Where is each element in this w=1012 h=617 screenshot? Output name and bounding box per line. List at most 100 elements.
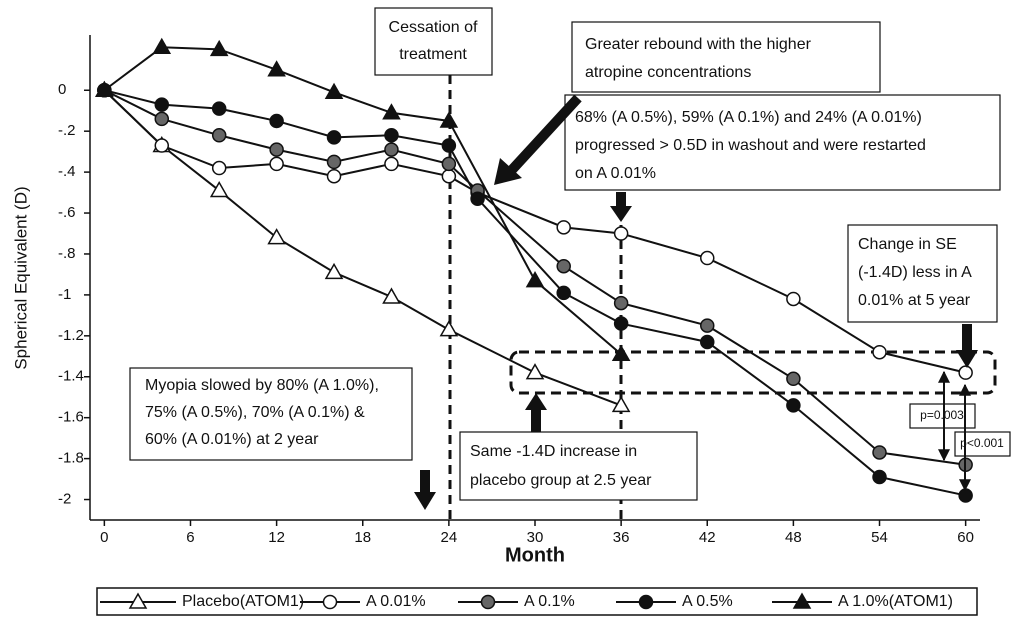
highlight-box: [509, 350, 997, 395]
point: [269, 113, 284, 129]
y-tick-label: -.4: [58, 163, 76, 180]
arrow-head: [414, 492, 436, 510]
point: [700, 318, 715, 333]
point: [441, 168, 457, 184]
point: [382, 287, 401, 304]
arrows: [414, 94, 978, 510]
point: [267, 228, 286, 245]
annotation-text: treatment: [399, 46, 467, 63]
annotation-text: p<0.001: [960, 436, 1004, 450]
point: [525, 363, 545, 380]
point: [326, 154, 342, 170]
legend-label: A 1.0%(ATOM1): [838, 593, 953, 610]
arrow: [531, 408, 541, 432]
point: [439, 320, 459, 337]
x-tick-label: 18: [354, 529, 371, 546]
x-tick-label: 0: [100, 529, 108, 546]
plot: 0 6 12 18 24 30 36 42 48 54 60 0 -.2 -.4 -.6 -.8 -1 -1.2 -…: [58, 37, 974, 546]
point: [326, 130, 342, 145]
legend-label: A 0.5%: [682, 593, 733, 610]
point: [324, 262, 344, 280]
y-tick-label: -1.4: [58, 368, 84, 385]
y-tick-label: -.2: [58, 122, 76, 139]
arrow-head: [956, 350, 978, 368]
series-line: [103, 89, 966, 466]
x-tick-label: 48: [785, 529, 802, 546]
x-tick-label: 6: [186, 529, 194, 546]
x-tick-label: 54: [871, 529, 888, 546]
point: [556, 285, 571, 301]
y-tick-label: -1.6: [58, 409, 84, 426]
point: [211, 160, 227, 176]
point: [209, 181, 229, 198]
point: [128, 592, 148, 609]
legend-items: Placebo(ATOM1) A 0.01% A 0.1% A 0.5% A 1.0%(…: [100, 592, 953, 610]
annotation-text: Change in SE: [858, 236, 957, 253]
annotation-text: Cessation of: [389, 19, 478, 36]
annotation-box: [374, 7, 493, 76]
point: [154, 111, 170, 127]
arrow: [962, 324, 972, 352]
arrow-head: [610, 206, 632, 222]
x-tick-label: 24: [441, 529, 458, 546]
point: [700, 334, 715, 350]
point: [700, 250, 715, 266]
annotation-box: [129, 367, 413, 461]
y-tick-label: 0: [58, 81, 66, 98]
annotation-box: [571, 21, 881, 93]
point: [958, 365, 973, 380]
annotations: Cessation of treatment Greater rebound wit…: [129, 7, 1011, 501]
point: [786, 371, 801, 387]
arrow-head: [525, 393, 547, 410]
annotation-text: Greater rebound with the higher: [585, 36, 812, 53]
point: [786, 398, 801, 413]
arrow: [506, 94, 582, 176]
annotation-box: [847, 224, 998, 323]
point: [154, 138, 170, 153]
point: [382, 103, 401, 120]
arrow: [420, 470, 430, 494]
point: [872, 445, 887, 460]
y-tick-label: -1.8: [58, 450, 84, 467]
series-line: [103, 89, 966, 374]
y-tick-label: -.8: [58, 245, 76, 262]
point: [872, 344, 887, 360]
point: [792, 592, 812, 609]
point: [470, 191, 485, 206]
annotation-text: on A 0.01%: [575, 165, 656, 182]
x-tick-label: 30: [527, 529, 544, 546]
point: [152, 37, 172, 55]
point: [480, 594, 496, 610]
point: [611, 344, 631, 361]
point: [439, 111, 459, 128]
point: [638, 594, 654, 610]
annotation-text: 68% (A 0.5%), 59% (A 0.1%) and 24% (A 0.…: [575, 109, 922, 126]
legend-label: A 0.1%: [524, 593, 575, 610]
annotation-text: 60% (A 0.01%) at 2 year: [145, 431, 319, 448]
legend-label: A 0.01%: [366, 593, 426, 610]
y-tick-label: -2: [58, 491, 71, 508]
annotation-text: 75% (A 0.5%), 70% (A 0.1%) &: [145, 404, 365, 421]
x-axis-title: Month: [505, 544, 565, 566]
point: [872, 469, 887, 485]
series-line: [103, 46, 622, 356]
point: [441, 138, 457, 153]
annotation-text: placebo group at 2.5 year: [470, 472, 652, 489]
point: [324, 82, 344, 100]
point: [613, 226, 629, 241]
x-tick-label: 60: [957, 529, 974, 546]
point: [958, 488, 973, 503]
point: [556, 258, 571, 274]
x-tick-label: 12: [268, 529, 285, 546]
point: [786, 291, 801, 307]
annotation-text: 0.01% at 5 year: [858, 292, 971, 309]
annotation-box: [564, 94, 1001, 191]
y-tick-label: -1.2: [58, 327, 84, 344]
x-tick-label: 42: [699, 529, 716, 546]
point: [211, 101, 227, 116]
series-line: [104, 89, 966, 497]
point: [613, 295, 629, 311]
point: [441, 156, 457, 172]
x-tick-label: 36: [613, 529, 630, 546]
